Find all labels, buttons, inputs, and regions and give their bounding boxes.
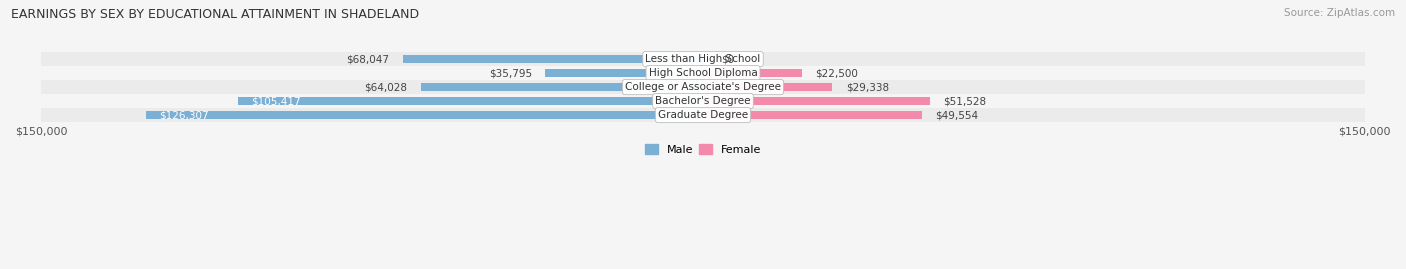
Text: $126,307: $126,307 [159, 110, 208, 120]
Text: $105,417: $105,417 [252, 96, 301, 106]
Bar [41, 66, 1365, 80]
Bar [41, 108, 1365, 122]
Text: $68,047: $68,047 [346, 54, 389, 64]
Text: $0: $0 [721, 54, 734, 64]
Bar [41, 94, 1365, 108]
Bar [420, 83, 703, 91]
Bar [402, 55, 703, 63]
Bar [703, 69, 803, 77]
Bar [703, 111, 921, 119]
Text: Less than High School: Less than High School [645, 54, 761, 64]
Text: Source: ZipAtlas.com: Source: ZipAtlas.com [1284, 8, 1395, 18]
Text: $35,795: $35,795 [489, 68, 531, 78]
Text: $22,500: $22,500 [815, 68, 859, 78]
Text: $51,528: $51,528 [943, 96, 987, 106]
Text: $64,028: $64,028 [364, 82, 408, 92]
Bar [41, 80, 1365, 94]
Bar [146, 111, 703, 119]
Bar [703, 83, 832, 91]
Text: Graduate Degree: Graduate Degree [658, 110, 748, 120]
Text: Bachelor's Degree: Bachelor's Degree [655, 96, 751, 106]
Bar [546, 69, 703, 77]
Text: College or Associate's Degree: College or Associate's Degree [626, 82, 780, 92]
Text: EARNINGS BY SEX BY EDUCATIONAL ATTAINMENT IN SHADELAND: EARNINGS BY SEX BY EDUCATIONAL ATTAINMEN… [11, 8, 419, 21]
Bar [238, 97, 703, 105]
Bar [41, 52, 1365, 66]
Text: $49,554: $49,554 [935, 110, 979, 120]
Bar [703, 97, 931, 105]
Text: High School Diploma: High School Diploma [648, 68, 758, 78]
Text: $29,338: $29,338 [845, 82, 889, 92]
Legend: Male, Female: Male, Female [640, 140, 766, 159]
